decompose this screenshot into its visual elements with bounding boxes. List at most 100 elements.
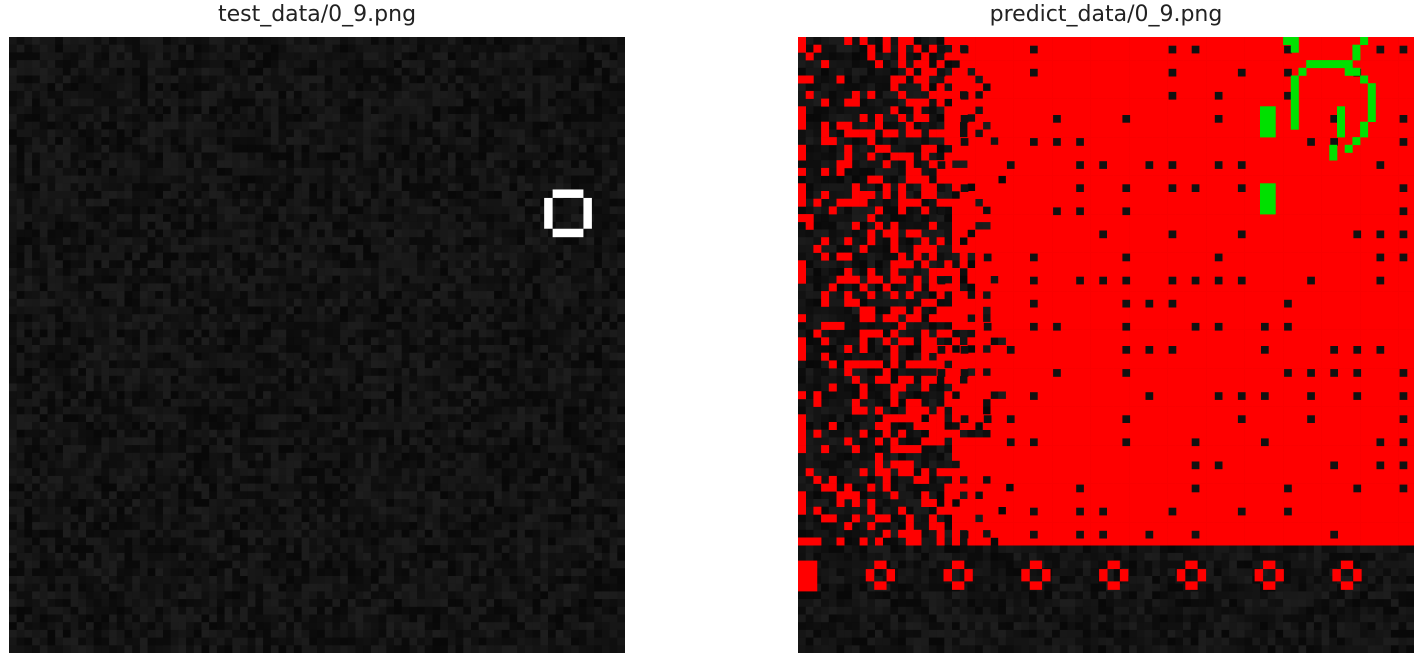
noise-pixel xyxy=(363,475,372,484)
noise-pixel xyxy=(317,422,325,430)
noise-pixel xyxy=(471,244,479,253)
noise-pixel xyxy=(186,468,195,477)
noise-pixel xyxy=(409,445,418,454)
noise-pixel xyxy=(424,67,433,76)
noise-pixel xyxy=(586,44,595,53)
noise-pixel xyxy=(532,37,541,45)
noise-pixel xyxy=(394,237,402,246)
noise-pixel xyxy=(355,383,364,392)
noise-pixel xyxy=(93,75,102,84)
noise-pixel xyxy=(309,44,318,53)
noise-pixel xyxy=(494,252,503,261)
noise-pixel xyxy=(278,468,287,477)
noise-pixel xyxy=(186,452,195,461)
noise-pixel xyxy=(263,475,272,484)
noise-pixel xyxy=(93,237,102,246)
noise-pixel xyxy=(309,460,318,469)
noise-pixel xyxy=(209,275,218,284)
noise-pixel xyxy=(55,67,64,76)
noise-pixel xyxy=(578,398,587,407)
noise-pixel xyxy=(70,506,79,515)
noise-pixel xyxy=(278,244,287,253)
noise-pixel xyxy=(524,291,533,300)
noise-pixel xyxy=(216,383,225,392)
noise-pixel xyxy=(9,391,17,400)
noise-pixel xyxy=(293,183,302,192)
noise-pixel xyxy=(101,499,110,507)
noise-pixel xyxy=(486,83,495,92)
noise-pixel xyxy=(401,375,410,384)
noise-pixel xyxy=(463,129,472,138)
noise-pixel xyxy=(9,214,17,223)
noise-pixel xyxy=(540,191,549,199)
noise-pixel xyxy=(555,152,564,161)
noise-pixel xyxy=(39,37,48,45)
noise-pixel xyxy=(340,468,349,477)
noise-pixel xyxy=(163,475,171,484)
noise-pixel xyxy=(386,452,395,461)
noise-pixel xyxy=(255,406,264,415)
noise-pixel xyxy=(155,398,164,407)
noise-pixel xyxy=(132,329,141,338)
noise-pixel xyxy=(55,44,64,53)
noise-pixel xyxy=(278,406,287,415)
noise-pixel xyxy=(32,183,41,192)
noise-pixel xyxy=(432,67,441,76)
noise-pixel xyxy=(301,360,310,369)
noise-pixel xyxy=(370,375,379,384)
noise-pixel xyxy=(224,167,233,176)
noise-pixel xyxy=(370,114,379,122)
noise-pixel xyxy=(155,60,164,69)
noise-pixel xyxy=(309,406,318,415)
noise-pixel xyxy=(232,160,241,169)
noise-pixel xyxy=(201,268,210,276)
noise-pixel xyxy=(363,60,372,69)
noise-pixel xyxy=(532,137,541,146)
noise-pixel xyxy=(124,291,133,300)
noise-pixel xyxy=(78,414,87,423)
noise-pixel xyxy=(471,237,479,246)
noise-pixel xyxy=(116,368,125,377)
noise-pixel xyxy=(86,121,94,130)
noise-pixel xyxy=(170,114,179,122)
noise-pixel xyxy=(78,491,87,500)
noise-pixel xyxy=(363,491,372,500)
noise-pixel xyxy=(232,391,241,400)
noise-pixel xyxy=(340,121,349,130)
noise-pixel xyxy=(147,167,156,176)
noise-pixel xyxy=(301,137,310,146)
noise-pixel xyxy=(424,114,433,122)
noise-pixel xyxy=(209,183,218,192)
noise-pixel xyxy=(163,375,171,384)
noise-pixel xyxy=(55,429,64,438)
noise-pixel xyxy=(317,167,325,176)
noise-pixel xyxy=(324,44,333,53)
noise-pixel xyxy=(532,445,541,454)
noise-pixel xyxy=(324,321,333,330)
noise-pixel xyxy=(78,90,87,99)
noise-pixel xyxy=(109,506,118,515)
noise-pixel xyxy=(109,383,118,392)
noise-pixel xyxy=(263,514,272,523)
noise-pixel xyxy=(401,329,410,338)
noise-pixel xyxy=(578,275,587,284)
noise-pixel xyxy=(240,314,248,323)
noise-pixel xyxy=(270,260,279,269)
noise-pixel xyxy=(317,275,325,284)
noise-pixel xyxy=(178,83,187,92)
noise-pixel xyxy=(240,44,248,53)
noise-pixel xyxy=(270,414,279,423)
noise-pixel xyxy=(494,283,503,292)
noise-pixel xyxy=(178,314,187,323)
noise-pixel xyxy=(548,260,556,269)
noise-pixel xyxy=(317,106,325,115)
noise-pixel xyxy=(463,214,472,223)
noise-pixel xyxy=(340,229,349,238)
noise-pixel xyxy=(501,352,510,361)
noise-pixel xyxy=(170,329,179,338)
noise-pixel xyxy=(78,268,87,276)
noise-pixel xyxy=(517,121,526,130)
noise-pixel xyxy=(93,506,102,515)
noise-pixel xyxy=(139,483,148,492)
noise-pixel xyxy=(548,83,556,92)
